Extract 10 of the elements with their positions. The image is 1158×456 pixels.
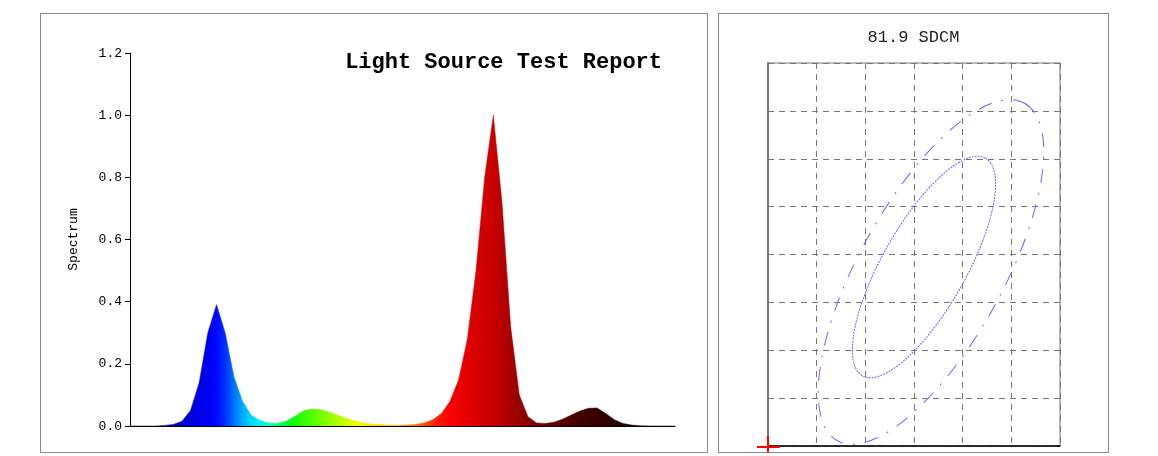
y-tick-label: 0.2 bbox=[98, 356, 122, 372]
y-axis-title: Spectrum bbox=[66, 208, 81, 271]
y-tick-label: 1.2 bbox=[98, 45, 122, 61]
text: 81.9 SDCM bbox=[867, 28, 960, 47]
y-tick-label: 1.0 bbox=[98, 107, 122, 123]
y-tick-label: 0.0 bbox=[98, 418, 122, 434]
y-tick-label: 0.8 bbox=[98, 169, 122, 185]
y-tick-label: 0.4 bbox=[98, 294, 123, 310]
y-tick-label: 0.6 bbox=[98, 232, 122, 247]
chart-title: Light Source Test Report bbox=[345, 49, 663, 75]
